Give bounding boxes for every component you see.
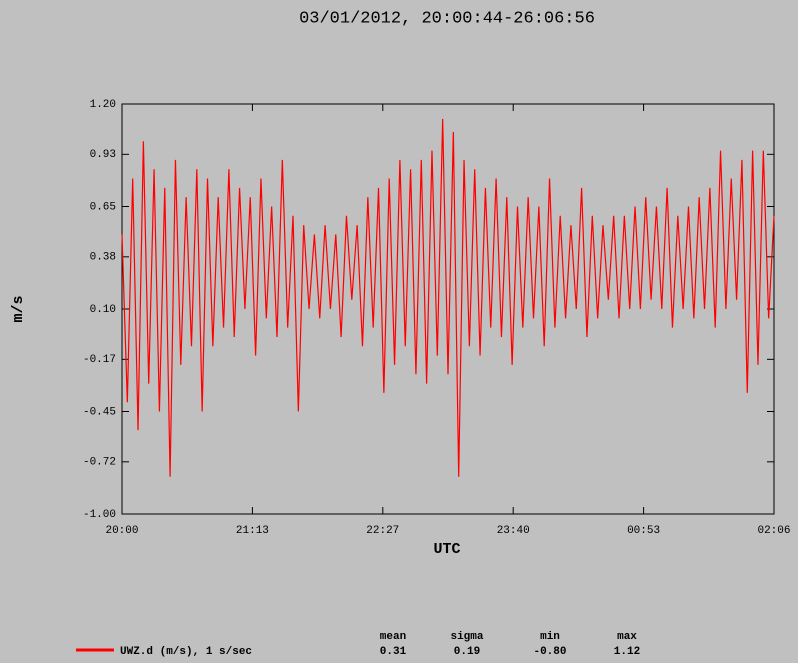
x-tick-label: 20:00: [105, 525, 138, 537]
y-tick-label: -0.45: [83, 406, 116, 418]
y-axis-label: m/s: [10, 295, 27, 322]
x-tick-label: 23:40: [497, 525, 530, 537]
stat-value: -0.80: [533, 646, 566, 658]
stat-header: max: [617, 631, 637, 643]
legend-label: UWZ.d (m/s), 1 s/sec: [120, 646, 252, 658]
stat-value: 1.12: [614, 646, 640, 658]
y-tick-label: 0.65: [90, 201, 116, 213]
x-tick-label: 22:27: [366, 525, 399, 537]
y-tick-label: -1.00: [83, 509, 116, 521]
y-tick-label: -0.72: [83, 457, 116, 469]
stat-value: 0.31: [380, 646, 407, 658]
x-tick-label: 00:53: [627, 525, 660, 537]
x-axis-label: UTC: [433, 541, 460, 558]
series-line: [121, 118, 775, 477]
y-tick-label: -0.17: [83, 354, 116, 366]
y-tick-label: 0.93: [90, 149, 116, 161]
stat-header: min: [540, 631, 560, 643]
stat-value: 0.19: [454, 646, 480, 658]
x-tick-label: 02:06: [757, 525, 790, 537]
stat-header: mean: [380, 631, 406, 643]
y-tick-label: 1.20: [90, 99, 116, 111]
y-tick-label: 0.38: [90, 252, 116, 264]
chart-title: 03/01/2012, 20:00:44-26:06:56: [299, 9, 595, 28]
y-tick-label: 0.10: [90, 304, 116, 316]
x-tick-label: 21:13: [236, 525, 269, 537]
stat-header: sigma: [450, 631, 483, 643]
